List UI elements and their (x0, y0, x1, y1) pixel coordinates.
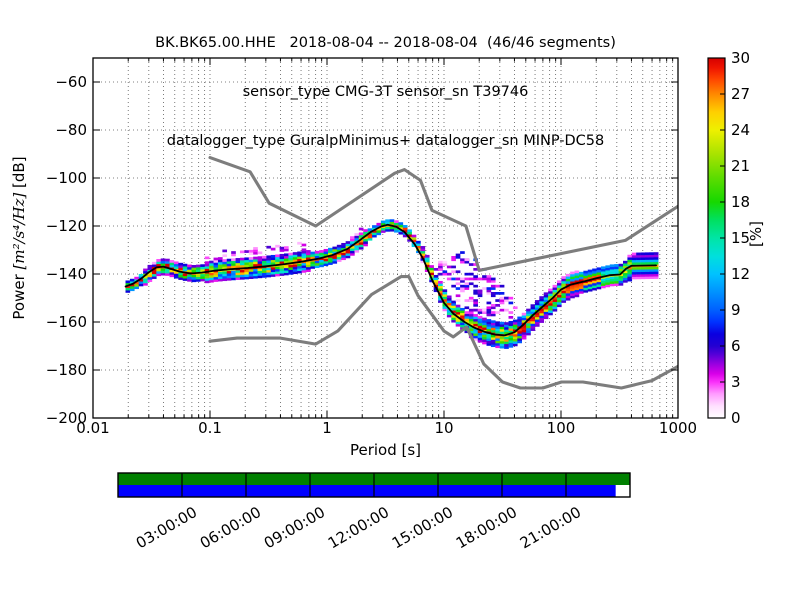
timeline-labels: 03:00:0006:00:0009:00:0012:00:0015:00:00… (133, 503, 584, 552)
timeline-time-label: 18:00:00 (453, 503, 520, 552)
y-tick-label: −200 (46, 409, 87, 427)
x-tick-label: 1 (322, 419, 332, 437)
x-tick-label: 10 (434, 419, 453, 437)
title-line-1: BK.BK65.00.HHE 2018-08-04 -- 2018-08-04 … (155, 34, 616, 51)
timeline-time-label: 15:00:00 (389, 503, 456, 552)
timeline-time-label: 12:00:00 (325, 503, 392, 552)
x-tick-labels: 0.01 0.1 1 10 100 1000 (76, 419, 697, 437)
colorbar-tick-label: 3 (731, 373, 741, 391)
y-tick-label: −60 (55, 73, 87, 91)
y-tick-label: −180 (46, 361, 87, 379)
y-tick-labels: −60 −80 −100 −120 −140 −160 −180 −200 (46, 73, 87, 427)
colorbar-tick-label: 30 (731, 49, 750, 67)
timeline-bar (117, 472, 631, 498)
y-tick-label: −160 (46, 313, 87, 331)
colorbar-tick-label: 15 (731, 229, 750, 247)
colorbar-tick-label: 12 (731, 265, 750, 283)
timeline-time-label: 09:00:00 (261, 503, 328, 552)
colorbar-tick-label: 0 (731, 409, 741, 427)
title-line-2: sensor_type CMG-3T sensor_sn T39746 (242, 84, 529, 101)
y-tick-label: −140 (46, 265, 87, 283)
y-tick-label: −80 (55, 121, 87, 139)
y-tick-label: −100 (46, 169, 87, 187)
colorbar-tick-label: 6 (731, 337, 741, 355)
x-tick-label: 100 (547, 419, 576, 437)
colorbar-tick-label: 24 (731, 121, 750, 139)
colorbar-tick-label: 21 (731, 157, 750, 175)
plot-frame (92, 57, 679, 419)
x-axis-label: Period [s] (349, 441, 422, 459)
title-line-3: datalogger_type GuralpMinimus+ datalogge… (166, 133, 605, 150)
x-tick-label: 0.1 (198, 419, 222, 437)
y-axis-label: Power [m²/s⁴/Hz] [dB] (10, 73, 28, 403)
y-axis-label-units-math: [m²/s⁴/Hz] (10, 192, 28, 270)
x-tick-label: 1000 (659, 419, 697, 437)
colorbar-label: [%] (747, 221, 765, 247)
colorbar-tick-label: 18 (731, 193, 750, 211)
x-tick-label: 0.01 (76, 419, 109, 437)
y-axis-label-db: [dB] (10, 156, 28, 193)
timeline-time-label: 21:00:00 (517, 503, 584, 552)
noise-model-and-mean-lines (124, 156, 678, 390)
y-axis-label-prefix: Power (10, 269, 28, 320)
colorbar-tick-label: 27 (731, 85, 750, 103)
colorbar-tick-label: 9 (731, 301, 741, 319)
timeline-time-label: 06:00:00 (197, 503, 264, 552)
histogram-heatmap (125, 219, 659, 349)
timeline-time-label: 03:00:00 (133, 503, 200, 552)
plot-titles: BK.BK65.00.HHE 2018-08-04 -- 2018-08-04 … (93, 2, 678, 182)
y-tick-label: −120 (46, 217, 87, 235)
colorbar: 0 3 6 9 12 15 18 21 24 27 30 (707, 49, 750, 427)
